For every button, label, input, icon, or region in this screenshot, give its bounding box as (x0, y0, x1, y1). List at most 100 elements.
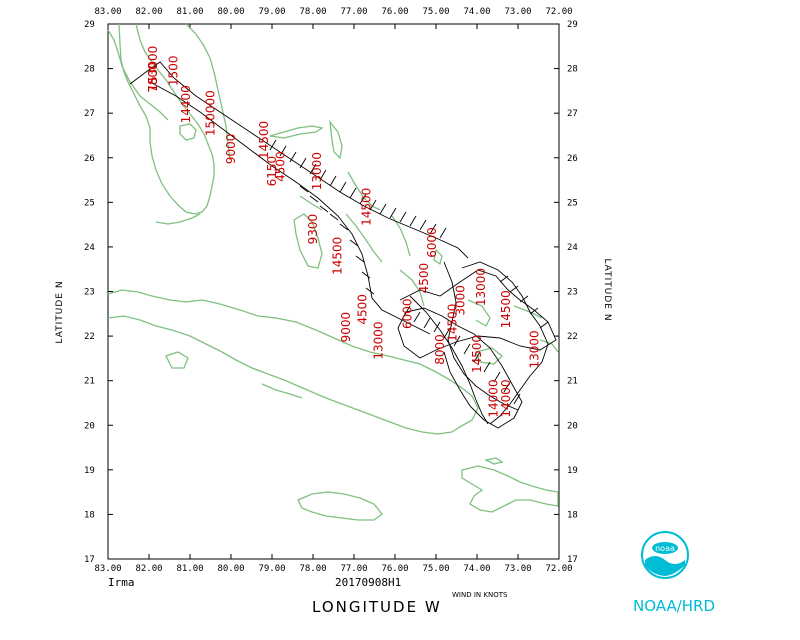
wind-note: WIND IN KNOTS (452, 591, 508, 599)
altitude-label: 9000 (339, 312, 353, 343)
y-tick-label-right: 18 (567, 510, 578, 520)
altitude-label: 14000 (487, 379, 501, 417)
flight-track (129, 61, 557, 429)
cuba-cays (261, 383, 303, 399)
y-tick-label-left: 26 (84, 154, 95, 164)
y-tick-label-right: 27 (567, 109, 578, 119)
x-tick-label-bottom: 72.00 (545, 564, 572, 574)
x-tick-label-top: 83.00 (94, 7, 121, 17)
cat-island (391, 215, 411, 257)
track-pattern-1 (397, 269, 557, 429)
y-tick-label-right: 23 (567, 288, 578, 298)
y-tick-label-left: 22 (84, 332, 95, 342)
florida-keys (155, 213, 201, 225)
noaa-logo-icon: noaa (641, 531, 689, 579)
axis-ticks: 83.00 83.00 82.00 82.00 81.00 81.00 80.00 80.00… (84, 7, 578, 574)
y-axis-title-right: LATITUDE N (602, 258, 612, 321)
altitude-label: 9000 (224, 134, 238, 165)
altitude-label: 13000 (310, 152, 324, 190)
tortuga (484, 457, 504, 465)
y-tick-label-right: 29 (567, 20, 578, 30)
altitude-label: 14500 (257, 121, 271, 159)
x-tick-label-top: 79.00 (258, 7, 285, 17)
x-tick-label-top: 74.00 (463, 7, 490, 17)
x-tick-label-bottom: 76.00 (381, 564, 408, 574)
x-tick-label-top: 73.00 (504, 7, 531, 17)
altitude-label: 14500 (446, 304, 460, 342)
y-tick-label-right: 20 (567, 421, 578, 431)
plot-frame (107, 23, 560, 560)
y-tick-label-right: 25 (567, 198, 578, 208)
altitude-label: 4500 (417, 263, 431, 294)
altitude-label: 13000 (474, 268, 488, 306)
y-tick-label-left: 24 (84, 243, 95, 253)
y-tick-label-left: 21 (84, 377, 95, 387)
abaco (329, 119, 343, 160)
wind-barbs-1 (269, 139, 447, 239)
florida-gulf-coast (107, 29, 169, 121)
y-tick-label-right: 17 (567, 555, 578, 565)
x-tick-label-bottom: 78.00 (299, 564, 326, 574)
x-tick-label-top: 72.00 (545, 7, 572, 17)
x-tick-label-bottom: 74.00 (463, 564, 490, 574)
y-tick-label-left: 17 (84, 555, 95, 565)
exumas (345, 213, 383, 263)
altitude-label: 9300 (306, 214, 320, 245)
altitude-label: 1500 (167, 56, 181, 87)
altitude-label: 7800 (146, 62, 160, 93)
isle-of-youth (165, 351, 189, 369)
grand-bahama (269, 125, 324, 139)
altitude-label: 6000 (400, 299, 414, 330)
hispaniola (461, 465, 559, 513)
x-tick-label-bottom: 73.00 (504, 564, 531, 574)
altitude-label: 14500 (470, 335, 484, 373)
andros (293, 213, 323, 269)
track-pattern-2 (461, 261, 549, 425)
altitude-label: 4500 (273, 151, 287, 182)
altitude-label: 6000 (425, 227, 439, 258)
y-tick-label-left: 18 (84, 510, 95, 520)
y-tick-label-right: 19 (567, 466, 578, 476)
x-tick-label-top: 76.00 (381, 7, 408, 17)
logo-text: noaa (655, 544, 675, 553)
acklins (467, 299, 491, 327)
x-tick-label-bottom: 83.00 (94, 564, 121, 574)
x-tick-label-top: 80.00 (217, 7, 244, 17)
track-outbound (129, 61, 469, 259)
altitude-label: 14500 (499, 290, 513, 328)
lake-okeechobee (179, 123, 197, 141)
y-tick-label-right: 24 (567, 243, 578, 253)
long-island (399, 269, 425, 307)
bahamas-bank-1 (299, 195, 323, 211)
y-tick-label-left: 20 (84, 421, 95, 431)
storm-name: Irma (108, 576, 135, 589)
y-tick-label-left: 23 (84, 288, 95, 298)
x-tick-label-bottom: 77.00 (340, 564, 367, 574)
x-tick-label-top: 75.00 (422, 7, 449, 17)
altitude-label: 14400 (179, 85, 193, 123)
x-tick-label-bottom: 82.00 (135, 564, 162, 574)
date-code: 20170908H1 (335, 576, 402, 589)
x-tick-label-bottom: 75.00 (422, 564, 449, 574)
altitude-label: 153000 (146, 46, 160, 92)
altitude-label: 14500 (331, 237, 345, 275)
wind-barbs-3 (403, 275, 549, 405)
y-tick-label-left: 28 (84, 65, 95, 75)
x-tick-label-bottom: 80.00 (217, 564, 244, 574)
x-tick-label-bottom: 79.00 (258, 564, 285, 574)
x-tick-label-bottom: 81.00 (176, 564, 203, 574)
altitude-label: 150000 (204, 90, 218, 136)
y-tick-label-left: 19 (84, 466, 95, 476)
altitude-label: 4500 (355, 294, 369, 325)
y-tick-label-left: 27 (84, 109, 95, 119)
cuba-north-coast (107, 289, 479, 429)
y-tick-label-left: 29 (84, 20, 95, 30)
altitude-label: 6150 (265, 156, 279, 187)
altitude-label: 13000 (372, 321, 386, 359)
track-return (149, 81, 431, 335)
florida-east-coast (185, 23, 231, 161)
y-tick-label-right: 26 (567, 154, 578, 164)
x-axis-title: LONGITUDE W (312, 598, 442, 616)
